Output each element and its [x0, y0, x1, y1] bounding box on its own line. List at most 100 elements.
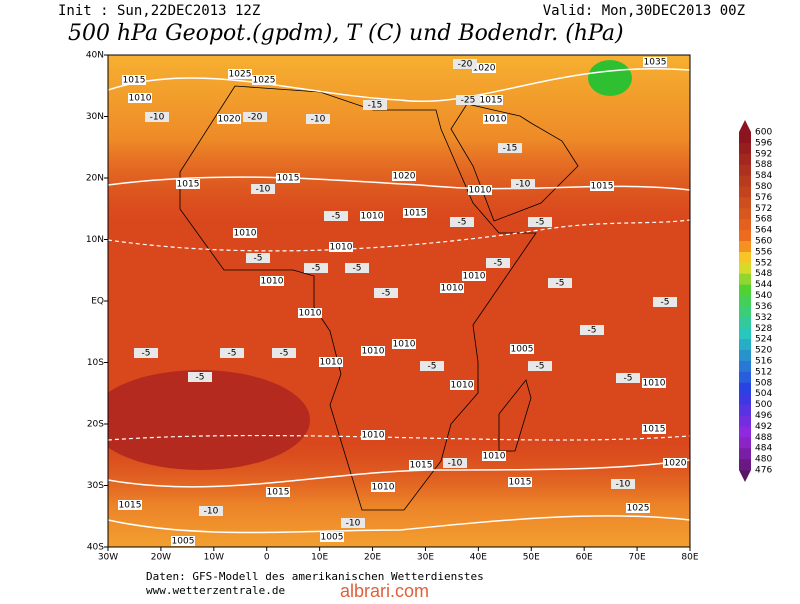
isobar-label: 1010 — [484, 115, 507, 125]
legend-swatch — [739, 153, 751, 166]
legend-label: 524 — [755, 335, 772, 345]
isobar-line — [108, 459, 690, 488]
isotherm-label-box — [443, 458, 467, 468]
legend-label: 536 — [755, 302, 772, 312]
source-url: www.wetterzentrale.de — [146, 584, 285, 597]
legend-swatch — [739, 437, 751, 449]
isobar-label: 1015 — [277, 174, 300, 184]
isobar-label: 1010 — [451, 381, 474, 391]
isobar-label-box — [361, 430, 385, 440]
lon-label: 10W — [204, 553, 224, 563]
legend-swatch — [739, 382, 751, 395]
isobar-label-box — [329, 242, 353, 252]
lon-label: 40E — [470, 553, 487, 563]
lon-label: 10E — [311, 553, 328, 563]
legend-label: 496 — [755, 411, 772, 421]
isotherm-label-box — [611, 479, 635, 489]
isotherm-label-box — [341, 518, 365, 528]
isobar-label-box — [392, 339, 416, 349]
watermark: albrari.com — [340, 581, 429, 600]
isobar-label: 1020 — [473, 64, 496, 74]
isobar-label-box — [508, 477, 532, 487]
isobar-label-box — [482, 451, 506, 461]
isobar-line — [108, 515, 690, 534]
legend-label: 520 — [755, 346, 772, 356]
legend-swatch — [739, 230, 751, 242]
isotherm-label-box — [324, 211, 348, 221]
isobar-label-box — [642, 424, 666, 434]
isobar-label: 1035 — [644, 58, 667, 68]
legend-label: 580 — [755, 182, 772, 192]
coast-madagascar — [498, 379, 532, 452]
isobar-label: 1025 — [229, 70, 252, 80]
isotherm-label: -5 — [142, 349, 151, 359]
isotherm-label: -5 — [332, 212, 341, 222]
isobar-label: 1005 — [172, 537, 195, 547]
lat-label: 20N — [86, 174, 104, 184]
legend-swatch — [739, 360, 751, 373]
isotherm-label: -10 — [346, 519, 361, 529]
lon-label: 30E — [417, 553, 434, 563]
isobar-label-box — [642, 378, 666, 388]
isotherm-label: -15 — [368, 101, 383, 111]
isotherm-label-box — [528, 361, 552, 371]
isobar-label: 1015 — [480, 96, 503, 106]
isotherm-label-box — [450, 217, 474, 227]
isotherm-label: -5 — [661, 298, 670, 308]
isobar-label-box — [590, 181, 614, 191]
isobar-label: 1020 — [393, 172, 416, 182]
legend-swatch — [739, 393, 751, 406]
lat-label: 40S — [87, 543, 104, 553]
data-source: Daten: GFS-Modell des amerikanischen Wet… — [146, 570, 484, 583]
legend-swatch — [739, 371, 751, 384]
isobar-label-box — [643, 57, 667, 67]
isotherm-label-box — [272, 348, 296, 358]
lon-label: 20E — [364, 553, 381, 563]
isotherm-label: -10 — [150, 113, 165, 123]
isotherm-label-box — [453, 59, 477, 69]
legend-label: 528 — [755, 324, 772, 334]
isotherm-label-box — [145, 112, 169, 122]
field-high — [108, 370, 310, 470]
isotherm-label: -5 — [428, 362, 437, 372]
isotherm-label-box — [374, 288, 398, 298]
isobar-label-box — [320, 532, 344, 542]
legend-label: 480 — [755, 455, 772, 465]
legend-label: 540 — [755, 291, 772, 301]
lon-label: 30W — [98, 553, 118, 563]
isobar-label: 1015 — [123, 76, 146, 86]
isotherm-label-box — [243, 112, 267, 122]
isobar-label-box — [409, 460, 433, 470]
isobar-label: 1010 — [362, 431, 385, 441]
isobar-label: 1025 — [627, 504, 650, 514]
legend-swatch — [739, 132, 751, 144]
isobar-label: 1010 — [234, 229, 257, 239]
isotherm-label-box — [528, 217, 552, 227]
isotherm-label: -10 — [516, 180, 531, 190]
isotherm-label-box — [188, 372, 212, 382]
legend-swatch — [739, 197, 751, 209]
lat-label: 30N — [86, 112, 104, 122]
isobar-label-box — [392, 171, 416, 181]
legend-swatch — [739, 186, 751, 198]
isobar-label: 1005 — [321, 533, 344, 543]
valid-time: Valid: Mon,30DEC2013 00Z — [543, 3, 745, 19]
isobar-label-box — [626, 503, 650, 513]
legend-swatch — [739, 241, 751, 253]
isobar-label-box — [468, 185, 492, 195]
legend-label: 600 — [755, 128, 772, 138]
isotherm-label: -15 — [503, 144, 518, 154]
isotherm-label-box — [616, 373, 640, 383]
legend-swatch — [739, 426, 751, 438]
legend-swatch — [739, 284, 751, 297]
isotherm-label: -5 — [254, 254, 263, 264]
legend-label: 504 — [755, 389, 772, 399]
lat-label: 20S — [87, 420, 104, 430]
isotherm-label: -5 — [196, 373, 205, 383]
isotherm-label: -5 — [588, 326, 597, 336]
isobar-label-box — [122, 75, 146, 85]
legend-label: 592 — [755, 149, 772, 159]
isobar-label-box — [176, 179, 200, 189]
